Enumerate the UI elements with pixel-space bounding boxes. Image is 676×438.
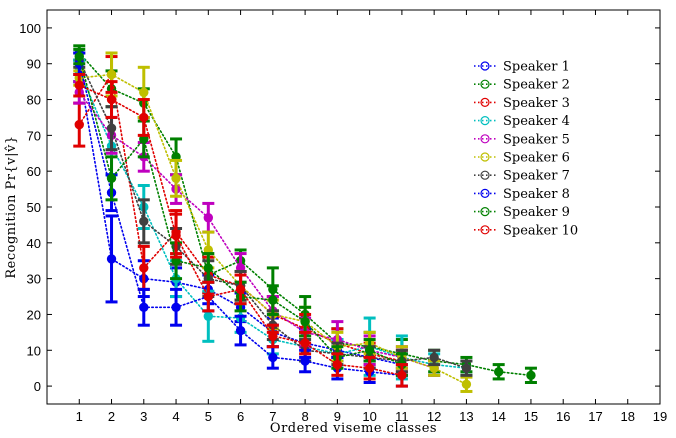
data-point [74,51,84,62]
legend-marker [480,152,490,162]
y-tick-label: 0 [34,379,41,394]
legend-label: Speaker 5 [503,132,570,147]
series-line [78,70,403,366]
legend-marker [480,225,490,235]
x-tick-label: 10 [362,409,376,424]
legend-marker [480,79,490,89]
data-point [139,302,149,312]
data-point [106,69,117,80]
data-point [203,213,214,223]
legend-label: Speaker 9 [503,205,570,220]
legend-label: Speaker 7 [503,169,570,184]
data-point [139,263,149,273]
legend-label: Speaker 8 [503,187,570,202]
data-point [235,284,246,295]
data-point [235,325,246,336]
legend-marker [480,115,490,126]
y-tick-label: 100 [19,21,41,36]
data-point [106,123,117,133]
plot-frame [46,9,661,405]
data-point [300,316,310,327]
x-tick-label: 18 [621,409,635,424]
data-point [106,94,117,105]
data-point [268,331,278,341]
data-point [300,338,310,348]
data-point [364,363,375,373]
x-tick-label: 15 [524,409,538,424]
data-point [268,295,278,305]
x-tick-label: 14 [491,409,505,424]
x-tick-label: 19 [653,409,667,424]
legend-label: Speaker 1 [503,60,570,75]
legend-marker [480,188,490,198]
legend-marker [480,170,490,180]
x-tick-label: 9 [334,409,341,424]
legend-label: Speaker 6 [503,151,570,166]
x-tick-label: 5 [205,409,212,424]
x-tick-label: 11 [395,409,409,424]
legend-marker [480,61,490,71]
x-tick-label: 12 [427,409,441,424]
legend-label: Speaker 4 [503,114,570,129]
data-point [332,359,343,370]
data-point [106,254,117,264]
y-tick-label: 80 [27,93,41,108]
x-tick-label: 3 [140,409,147,424]
data-point [268,352,278,363]
data-point [171,302,181,312]
data-point [171,173,181,184]
legend-label: Speaker 2 [503,78,570,93]
y-tick-label: 20 [27,307,41,322]
legend-marker [480,207,490,217]
series-9 [73,47,408,377]
legend: Speaker 1 Speaker 2 Speaker 3 Speaker 4 Spea… [474,60,578,238]
data-point [139,87,149,98]
y-axis-title: Recognition Pr{v|v̂} [4,135,19,278]
data-point [74,80,84,90]
y-tick-label: 30 [27,272,41,287]
data-point [461,379,472,389]
data-point [397,370,407,381]
data-point [429,352,439,363]
x-tick-label: 7 [269,409,276,424]
series-10 [73,72,408,388]
data-point [171,230,181,241]
data-point [300,356,310,366]
data-point [74,119,84,130]
y-tick-label: 10 [27,343,41,358]
data-point [364,345,375,355]
legend-label: Speaker 3 [503,96,570,111]
x-tick-label: 16 [556,409,570,424]
x-tick-label: 6 [237,409,244,424]
y-tick-label: 50 [27,200,41,215]
legend-marker [480,134,490,144]
data-point [526,370,536,381]
x-tick-label: 8 [301,409,308,424]
y-tick-label: 40 [27,236,41,251]
y-tick-label: 60 [27,164,41,179]
data-point [203,291,214,302]
series-line [78,91,435,369]
x-axis-title: Ordered viseme classes [270,421,437,436]
x-tick-label: 1 [76,409,83,424]
x-tick-label: 2 [108,409,115,424]
x-tick-label: 13 [459,409,473,424]
data-point [139,112,149,123]
data-point [106,173,117,184]
x-tick-label: 4 [172,409,179,424]
legend-label: Speaker 10 [503,223,578,238]
data-point [139,216,149,227]
x-tick-label: 17 [588,409,602,424]
data-point [203,263,214,273]
data-point [461,363,472,373]
series-line [78,55,403,366]
y-tick-label: 90 [27,57,41,72]
data-point [493,367,504,377]
data-point [203,311,214,321]
y-tick-label: 70 [27,128,41,143]
legend-marker [480,97,490,108]
